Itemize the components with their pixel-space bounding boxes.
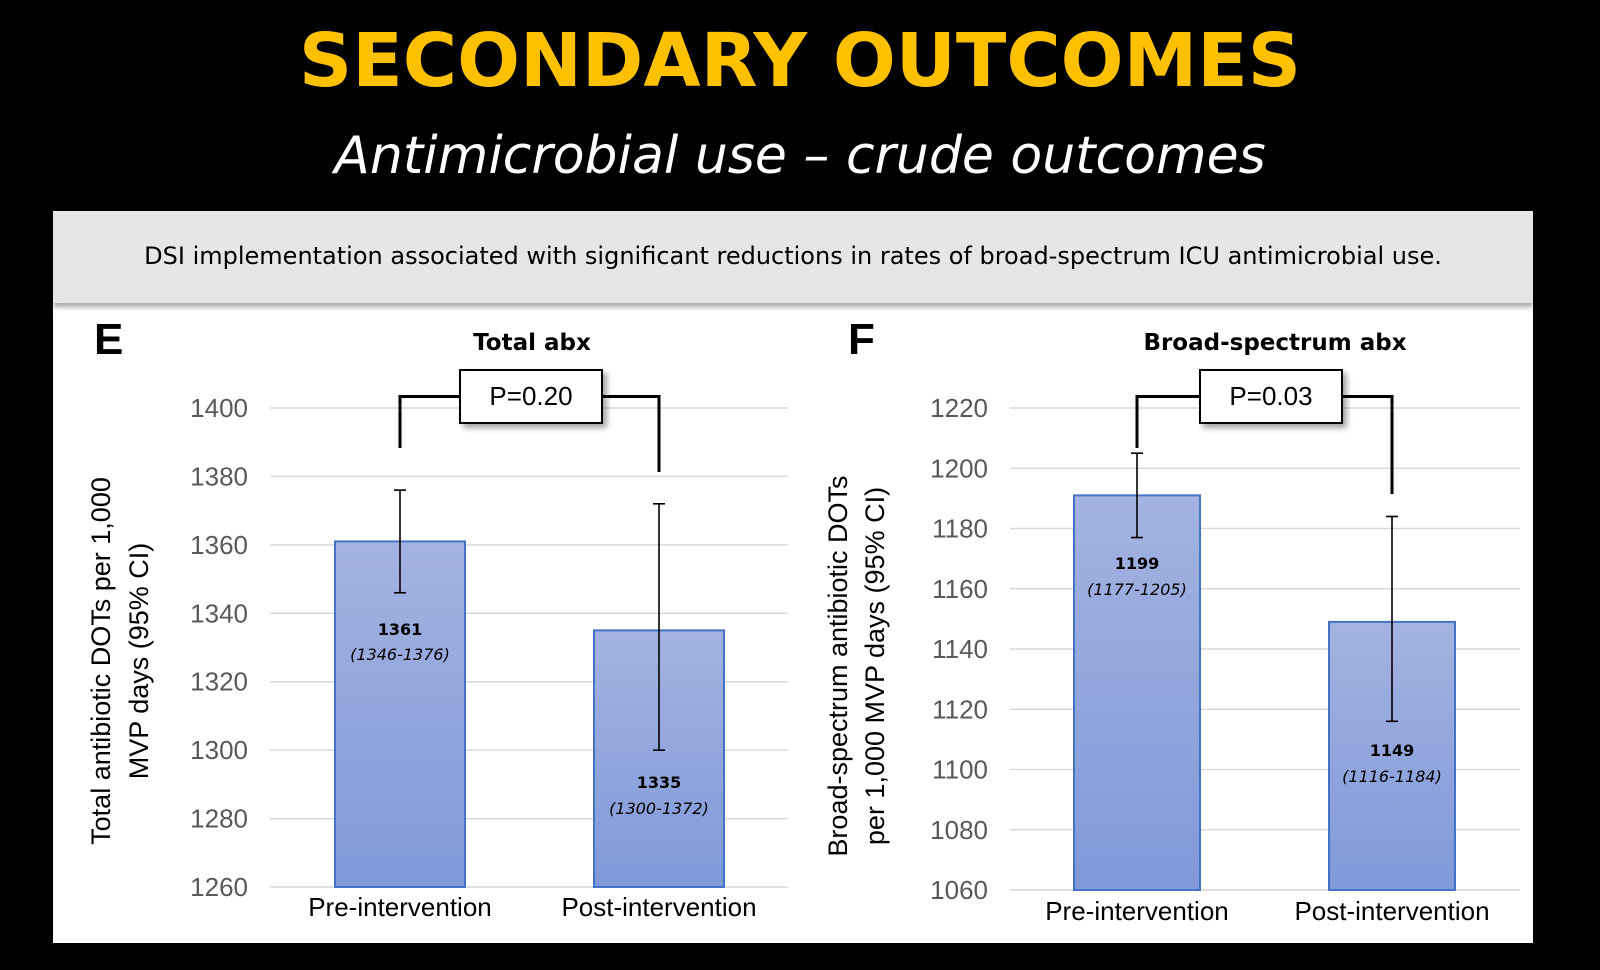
y-axis-label: MVP days (95% CI) [124, 543, 154, 780]
slide-subtitle: Antimicrobial use – crude outcomes [334, 126, 1266, 186]
y-tick-label: 1180 [932, 514, 988, 544]
x-category-label: Pre-intervention [308, 892, 492, 922]
chart-panel [53, 211, 1533, 943]
finding-banner: DSI implementation associated with signi… [53, 211, 1533, 303]
y-tick-label: 1080 [930, 815, 988, 845]
y-tick-label: 1220 [930, 393, 988, 423]
chart-broad-spectrum-abx: 1060 1080 1100 1120 1140 1160 1180 1200 1220 F Bro… [823, 315, 1520, 926]
y-tick-label: 1340 [190, 598, 248, 628]
panel-label: F [848, 315, 875, 364]
data-ci-label: (1300-1372) [609, 799, 709, 818]
y-tick-label: 1320 [190, 667, 248, 697]
y-tick-label: 1140 [932, 634, 988, 664]
y-tick-label: 1160 [932, 574, 988, 604]
y-tick-label: 1260 [190, 872, 248, 902]
y-tick-label: 1360 [190, 530, 248, 560]
x-category-label: Post-intervention [1294, 896, 1489, 926]
panel-label: E [94, 315, 123, 364]
p-value-box [1199, 369, 1343, 424]
chart-title: Broad-spectrum abx [1143, 330, 1406, 356]
significance-bracket [1135, 395, 1394, 494]
y-axis-label: per 1,000 MVP days (95% CI) [860, 487, 890, 845]
data-value-label: 1149 [1370, 741, 1415, 760]
finding-banner-text: DSI implementation associated with signi… [144, 242, 1442, 270]
data-ci-label: (1346-1376) [350, 645, 450, 664]
chart-total-abx: 1260 1280 1300 1320 1340 1360 1380 1400 E Total a… [86, 315, 788, 922]
y-tick-label: 1300 [190, 735, 248, 765]
y-axis-label: Total antibiotic DOTs per 1,000 [86, 477, 116, 845]
y-tick-label: 1200 [930, 453, 988, 483]
y-tick-label: 1400 [190, 393, 248, 423]
bar [1073, 494, 1201, 891]
data-value-label: 1361 [378, 620, 423, 639]
y-tick-label: 1280 [190, 804, 248, 834]
y-tick-label: 1380 [190, 461, 248, 491]
x-category-label: Post-intervention [561, 892, 756, 922]
y-axis-label: Broad-spectrum antibiotic DOTs [823, 475, 853, 856]
x-category-label: Pre-intervention [1045, 896, 1229, 926]
y-tick-label: 1060 [930, 875, 988, 905]
y-tick-label: 1120 [932, 694, 988, 724]
data-value-label: 1335 [637, 773, 682, 792]
p-value-label: P=0.03 [1229, 381, 1312, 411]
data-ci-label: (1177-1205) [1087, 580, 1187, 599]
bar [334, 540, 466, 889]
data-value-label: 1199 [1115, 554, 1160, 573]
slide-title: SECONDARY OUTCOMES [298, 18, 1302, 104]
y-tick-label: 1100 [932, 755, 988, 785]
p-value-box [459, 369, 603, 424]
chart-title: Total abx [473, 330, 591, 356]
significance-bracket [398, 395, 661, 472]
p-value-label: P=0.20 [489, 381, 572, 411]
data-ci-label: (1116-1184) [1342, 767, 1442, 786]
